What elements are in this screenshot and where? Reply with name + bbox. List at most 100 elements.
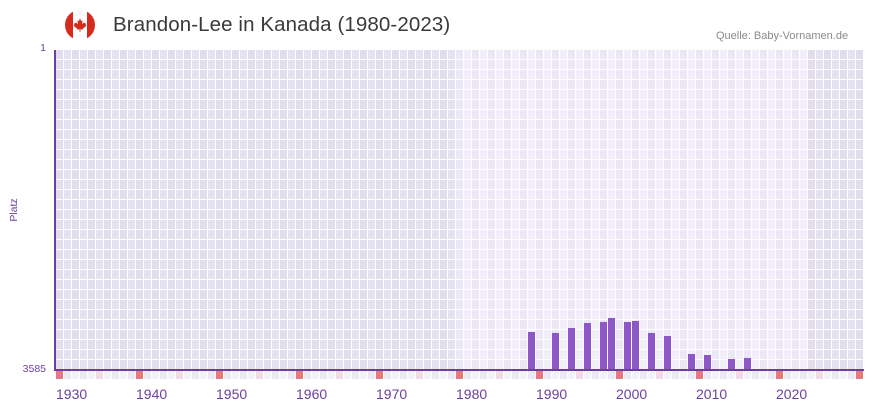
bar-1996[interactable]	[584, 323, 591, 370]
year-marker	[200, 371, 207, 379]
year-marker	[80, 371, 87, 379]
year-marker	[648, 371, 655, 379]
year-marker	[528, 371, 535, 379]
half-decade-marker	[496, 371, 503, 379]
year-marker	[392, 371, 399, 379]
bar-1989[interactable]	[528, 331, 535, 370]
decade-marker	[696, 371, 703, 379]
bar-1994[interactable]	[568, 328, 575, 370]
year-marker	[640, 371, 647, 379]
year-marker	[144, 371, 151, 379]
bar-2009[interactable]	[688, 354, 695, 370]
decade-marker	[216, 371, 223, 379]
year-marker	[504, 371, 511, 379]
year-marker	[792, 371, 799, 379]
year-marker	[104, 371, 111, 379]
decade-marker	[616, 371, 623, 379]
year-marker	[152, 371, 159, 379]
year-marker	[64, 371, 71, 379]
year-marker	[624, 371, 631, 379]
y-axis-title: Platz	[8, 198, 20, 222]
x-tick-label-1970: 1970	[376, 386, 408, 402]
y-tick-label-bottom: 3585	[22, 363, 46, 375]
decade-marker	[296, 371, 303, 379]
year-marker	[704, 371, 711, 379]
shaded-region-before-data	[56, 50, 456, 370]
x-tick-label-1960: 1960	[296, 386, 328, 402]
year-marker	[832, 371, 839, 379]
decade-marker	[56, 371, 63, 379]
bar-2006[interactable]	[664, 335, 671, 370]
bar-2001[interactable]	[624, 321, 631, 370]
year-marker	[240, 371, 247, 379]
year-marker	[672, 371, 679, 379]
year-marker-row	[56, 371, 864, 379]
year-marker	[808, 371, 815, 379]
year-marker	[288, 371, 295, 379]
year-marker	[472, 371, 479, 379]
bar-1999[interactable]	[608, 318, 615, 370]
decade-marker	[856, 371, 863, 379]
year-marker	[592, 371, 599, 379]
year-marker	[584, 371, 591, 379]
plot-area	[56, 50, 864, 370]
year-marker	[824, 371, 831, 379]
year-marker	[304, 371, 311, 379]
year-marker	[360, 371, 367, 379]
year-marker	[112, 371, 119, 379]
year-marker	[680, 371, 687, 379]
year-marker	[728, 371, 735, 379]
half-decade-marker	[576, 371, 583, 379]
x-axis-baseline	[54, 369, 864, 371]
shaded-region-data-range	[456, 50, 808, 370]
year-marker	[488, 371, 495, 379]
year-marker	[568, 371, 575, 379]
year-marker	[408, 371, 415, 379]
year-marker	[400, 371, 407, 379]
half-decade-marker	[736, 371, 743, 379]
year-marker	[384, 371, 391, 379]
year-marker	[800, 371, 807, 379]
bar-1992[interactable]	[552, 333, 559, 370]
year-marker	[320, 371, 327, 379]
year-marker	[232, 371, 239, 379]
half-decade-marker	[416, 371, 423, 379]
year-marker	[328, 371, 335, 379]
x-tick-label-1990: 1990	[536, 386, 568, 402]
bar-2016[interactable]	[744, 358, 751, 370]
decade-marker	[536, 371, 543, 379]
year-marker	[208, 371, 215, 379]
year-marker	[520, 371, 527, 379]
bar-2014[interactable]	[728, 359, 735, 370]
year-marker	[192, 371, 199, 379]
half-decade-marker	[96, 371, 103, 379]
year-marker	[784, 371, 791, 379]
year-marker	[280, 371, 287, 379]
x-tick-label-2020: 2020	[776, 386, 808, 402]
year-marker	[88, 371, 95, 379]
year-marker	[760, 371, 767, 379]
year-marker	[744, 371, 751, 379]
bar-2002[interactable]	[632, 320, 639, 370]
year-marker	[168, 371, 175, 379]
bar-2011[interactable]	[704, 355, 711, 370]
year-marker	[848, 371, 855, 379]
year-marker	[664, 371, 671, 379]
x-tick-label-2000: 2000	[616, 386, 648, 402]
x-tick-label-1930: 1930	[56, 386, 88, 402]
year-marker	[688, 371, 695, 379]
year-marker	[432, 371, 439, 379]
year-marker	[120, 371, 127, 379]
year-marker	[632, 371, 639, 379]
year-marker	[312, 371, 319, 379]
bar-1998[interactable]	[600, 321, 607, 370]
year-marker	[720, 371, 727, 379]
year-marker	[448, 371, 455, 379]
chart-title: Brandon-Lee in Kanada (1980-2023)	[113, 13, 451, 36]
decade-marker	[376, 371, 383, 379]
bar-2004[interactable]	[648, 333, 655, 370]
year-marker	[424, 371, 431, 379]
year-marker	[272, 371, 279, 379]
year-marker	[712, 371, 719, 379]
year-marker	[224, 371, 231, 379]
